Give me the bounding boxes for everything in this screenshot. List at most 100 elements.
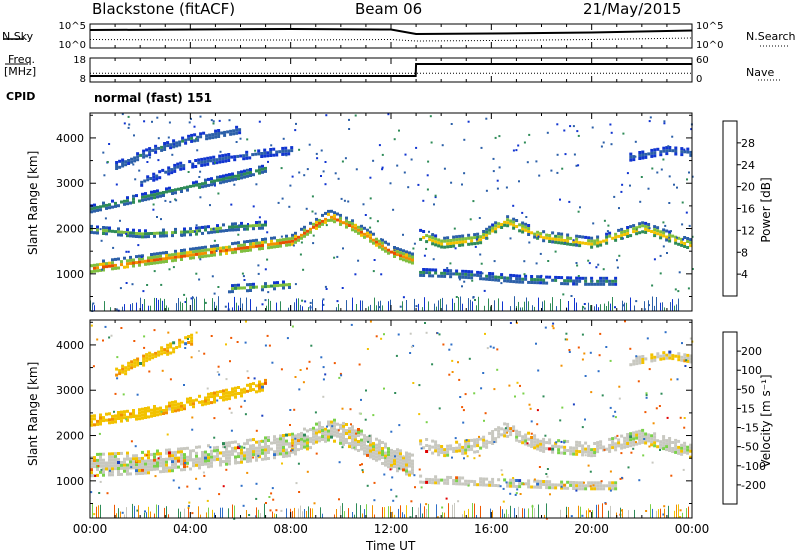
- velocity-cell: [285, 442, 288, 446]
- velocity-ground-cell: [214, 512, 215, 518]
- velocity-scatter-cell: [187, 338, 189, 340]
- velocity-cell: [372, 454, 375, 458]
- velocity-cell: [228, 462, 231, 466]
- power-cell: [668, 239, 672, 243]
- power-cell: [650, 148, 654, 152]
- power-cell: [281, 146, 285, 150]
- power-cell: [455, 235, 459, 239]
- power-cell: [90, 264, 93, 268]
- velocity-cell: [207, 395, 210, 399]
- velocity-cell: [348, 445, 351, 449]
- velocity-ground-cell: [200, 514, 201, 518]
- velocity-cell: [243, 451, 246, 455]
- velocity-cell: [174, 409, 177, 413]
- velocity-cell: [434, 449, 438, 453]
- velocity-cell: [264, 442, 267, 446]
- velocity-ground-cell: [178, 508, 179, 518]
- velocity-ground-cell: [388, 506, 389, 518]
- velocity-cell: [506, 484, 510, 488]
- velocity-cell: [455, 446, 459, 450]
- velocity-cell: [587, 484, 591, 488]
- power-ground-cell: [162, 300, 163, 311]
- power-cell: [195, 232, 198, 236]
- velocity-ground-cell: [124, 514, 125, 518]
- power-cell: [186, 254, 189, 258]
- velocity-cell: [198, 463, 201, 467]
- velocity-ground-cell: [422, 513, 423, 518]
- velocity-cell: [148, 357, 152, 361]
- velocity-scatter-cell: [322, 378, 325, 381]
- power-cell: [224, 153, 228, 157]
- power-y-tick-label: 1000: [56, 268, 84, 281]
- power-cell: [279, 241, 282, 245]
- power-cell: [196, 138, 200, 142]
- velocity-cell: [117, 414, 120, 417]
- velocity-cell: [464, 451, 468, 455]
- power-ground-cell: [590, 305, 591, 311]
- velocity-cell: [650, 440, 654, 444]
- power-scatter-cell: [649, 116, 652, 119]
- velocity-cell: [126, 457, 129, 461]
- velocity-cell: [135, 417, 138, 421]
- velocity-scatter-cell: [670, 378, 673, 381]
- velocity-cell: [246, 456, 249, 460]
- power-cell: [282, 238, 285, 242]
- velocity-ground-cell: [98, 505, 99, 518]
- velocity-cell: [288, 454, 291, 458]
- velocity-cell: [342, 427, 345, 431]
- power-cell: [369, 239, 372, 243]
- velocity-cell: [533, 446, 537, 450]
- power-cell: [408, 257, 411, 261]
- velocity-scatter-cell: [493, 388, 496, 391]
- velocity-cell: [476, 483, 480, 487]
- power-cell: [276, 239, 279, 242]
- velocity-cell: [132, 454, 135, 458]
- power-cell: [464, 269, 468, 273]
- velocity-scatter-cell: [349, 408, 352, 411]
- velocity-ground-cell: [272, 511, 273, 518]
- velocity-cell: [181, 340, 185, 344]
- power-cell: [216, 247, 219, 251]
- power-cell: [470, 270, 474, 274]
- velocity-cell: [405, 466, 408, 470]
- velocity-cell: [512, 484, 516, 488]
- power-cell: [205, 137, 209, 141]
- velocity-cell: [213, 394, 216, 398]
- power-cell: [105, 265, 108, 269]
- power-cell: [521, 280, 525, 284]
- power-cell: [446, 242, 450, 246]
- velocity-cell: [291, 438, 294, 442]
- velocity-cell: [249, 453, 252, 457]
- velocity-cell: [497, 432, 501, 436]
- power-cell: [171, 189, 174, 192]
- power-cell: [689, 241, 693, 245]
- velocity-cell: [129, 457, 132, 461]
- power-cell: [249, 174, 252, 177]
- power-scatter-cell: [302, 268, 305, 271]
- power-cell: [142, 152, 146, 156]
- power-cell: [524, 274, 528, 278]
- power-ground-cell: [168, 307, 169, 311]
- power-heatmap-cells: [90, 113, 694, 312]
- power-scatter-cell: [306, 168, 309, 171]
- velocity-cell: [461, 445, 465, 449]
- velocity-cell: [210, 458, 213, 462]
- power-colorbar-tick-label: 20: [741, 181, 755, 194]
- power-scatter-cell: [587, 259, 590, 262]
- velocity-ground-cell: [114, 504, 115, 518]
- velocity-cell: [252, 447, 255, 451]
- velocity-cell: [635, 359, 639, 363]
- velocity-cell: [581, 481, 585, 485]
- velocity-cell: [461, 448, 465, 452]
- velocity-scatter-cell: [482, 372, 485, 374]
- power-cell: [566, 279, 570, 283]
- power-cell: [210, 253, 213, 257]
- power-cell: [264, 285, 267, 289]
- velocity-cell: [596, 481, 600, 485]
- power-cell: [228, 248, 231, 252]
- power-cell: [491, 229, 495, 233]
- power-cell: [231, 178, 234, 182]
- velocity-cell: [90, 414, 93, 418]
- power-cell: [527, 227, 531, 230]
- power-cell: [203, 157, 207, 161]
